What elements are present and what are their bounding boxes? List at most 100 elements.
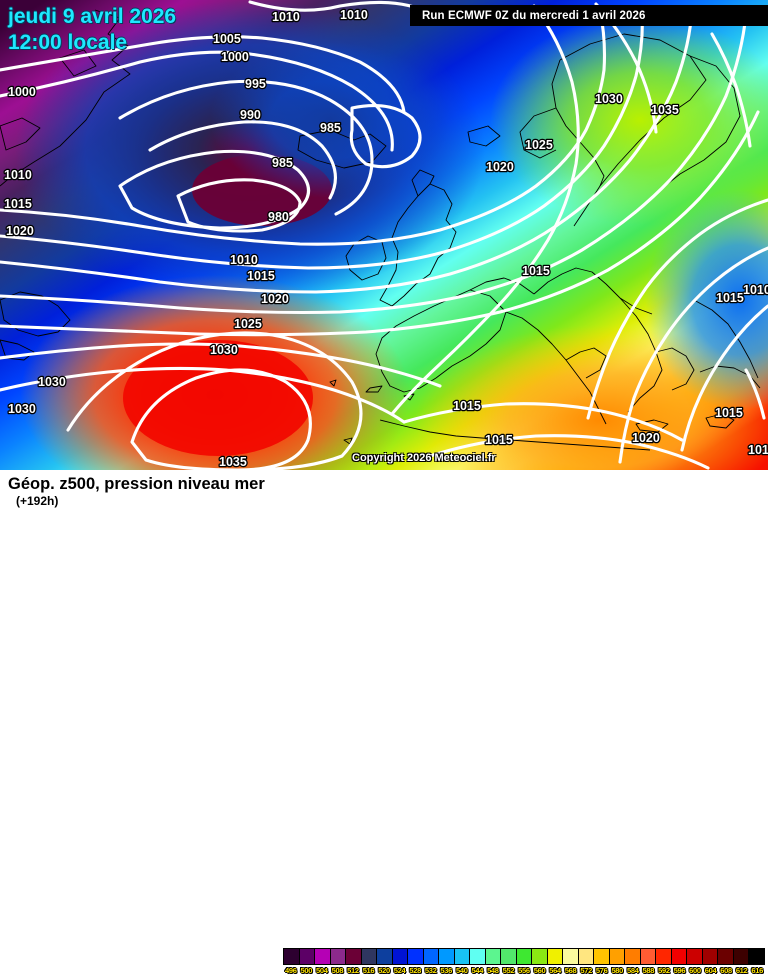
- colorbar-swatch: [284, 949, 300, 964]
- parameter-label: Géop. z500, pression niveau mer (+192h): [8, 474, 278, 509]
- isobar-label: 1020: [632, 431, 660, 445]
- isobar-label: 1015: [4, 197, 32, 211]
- colorbar-tick: 576: [595, 966, 608, 975]
- colorbar-swatch: [439, 949, 455, 964]
- colorbar-swatch: [625, 949, 641, 964]
- colorbar-tick: 544: [471, 966, 484, 975]
- coastline-layer: [0, 9, 761, 451]
- colorbar-tick: 504: [316, 966, 328, 975]
- isobar-label: 1010: [4, 168, 32, 182]
- colorbar-swatch: [485, 949, 502, 964]
- isobar-label: 1010: [748, 443, 768, 457]
- isobar-label: 1015: [715, 406, 743, 420]
- isobar-label: 1015: [716, 291, 744, 305]
- colorbar-swatch: [609, 949, 626, 964]
- colorbar-tick: 536: [440, 966, 453, 975]
- colorbar-swatch: [423, 949, 440, 964]
- weather-map[interactable]: 1010 1010 1005 1000 995 990 985 985 980 1000 1010 1…: [0, 0, 768, 470]
- colorbar-swatch: [392, 949, 409, 964]
- copyright-notice: Copyright 2026 Meteociel.fr: [352, 452, 496, 464]
- colorbar-tick: 532: [424, 966, 437, 975]
- colorbar-tick: 608: [720, 966, 732, 975]
- colorbar-tick: 580: [611, 966, 624, 975]
- colorbar-tick: 524: [393, 966, 406, 975]
- parameter-name: Géop. z500, pression niveau mer: [8, 475, 265, 493]
- isobar-label: 1015: [453, 399, 481, 413]
- isobar-label: 980: [268, 210, 289, 224]
- colorbar-swatch: [718, 949, 734, 964]
- isobar-label: 1010: [272, 10, 300, 24]
- colorbar-swatch: [640, 949, 657, 964]
- colorbar-tick-labels: 496 500 504 508 512 516 520 524 528 532 536 540 544 5…: [283, 966, 765, 975]
- colorbar-swatches: [283, 948, 765, 965]
- colorbar-tick: 572: [580, 966, 592, 975]
- isobar-label: 1030: [210, 343, 238, 357]
- isobar-label: 990: [240, 108, 261, 122]
- isobar-label: 1025: [525, 138, 553, 152]
- colorbar-swatch: [361, 949, 378, 964]
- colorbar-tick: 528: [409, 966, 421, 975]
- colorbar-swatch: [516, 949, 533, 964]
- isobar-label: 1010: [230, 253, 258, 267]
- colorbar-tick: 500: [300, 966, 313, 975]
- isobar-label: 1025: [234, 317, 262, 331]
- colorbar-tick: 552: [502, 966, 515, 975]
- colorbar-tick: 508: [331, 966, 344, 975]
- isobar-label: 1020: [261, 292, 289, 306]
- colorbar-tick: 516: [362, 966, 375, 975]
- colorbar-tick: 520: [378, 966, 390, 975]
- colorbar-swatch: [594, 949, 610, 964]
- lead-time: (+192h): [16, 494, 59, 508]
- colorbar-swatch: [330, 949, 347, 964]
- colorbar-tick: 556: [518, 966, 530, 975]
- isobar-label: 1010: [743, 283, 768, 297]
- colorbar-tick: 604: [704, 966, 717, 975]
- isobar-label: 1015: [485, 433, 513, 447]
- isobar-label: 995: [245, 77, 266, 91]
- colorbar-swatch: [470, 949, 486, 964]
- colorbar-swatch: [532, 949, 548, 964]
- colorbar-tick: 496: [284, 966, 297, 975]
- colorbar-tick: 592: [658, 966, 670, 975]
- colorbar-tick: 560: [533, 966, 546, 975]
- isobar-label: 1015: [247, 269, 275, 283]
- colorbar-swatch: [656, 949, 672, 964]
- colorbar-swatch: [315, 949, 331, 964]
- colorbar-swatch: [687, 949, 703, 964]
- colorbar-tick: 540: [455, 966, 468, 975]
- model-run-label: Run ECMWF 0Z du mercredi 1 avril 2026: [422, 9, 646, 22]
- map-canvas: 1010 101010051000995990985985980100010101…: [0, 0, 768, 470]
- colorbar-swatch: [563, 949, 579, 964]
- colorbar-swatch: [749, 949, 764, 964]
- isobar-label: 1005: [213, 32, 241, 46]
- colorbar-swatch: [299, 949, 316, 964]
- colorbar-tick: 612: [735, 966, 748, 975]
- colorbar-swatch: [346, 949, 362, 964]
- valid-time-title: jeudi 9 avril 2026 12:00 locale: [8, 4, 176, 56]
- colorbar-swatch: [733, 949, 750, 964]
- colorbar-tick: 596: [673, 966, 686, 975]
- colorbar-swatch: [671, 949, 688, 964]
- colorbar-tick: 548: [487, 966, 499, 975]
- isobar-label: 1000: [221, 50, 249, 64]
- colorbar-tick: 588: [642, 966, 655, 975]
- colorbar-tick: 600: [689, 966, 701, 975]
- valid-hour: 12:00 locale: [8, 31, 128, 54]
- colorbar-swatch: [702, 949, 719, 964]
- colorbar-swatch: [408, 949, 424, 964]
- map-footer: Géop. z500, pression niveau mer (+192h) …: [0, 470, 768, 975]
- isobar-label: 1015: [522, 264, 550, 278]
- colorbar-tick: 568: [564, 966, 577, 975]
- colorbar-swatch: [578, 949, 595, 964]
- isobar-label: 1010: [340, 8, 368, 22]
- isobar-label: 1020: [6, 224, 34, 238]
- model-run-bar: Run ECMWF 0Z du mercredi 1 avril 2026: [410, 5, 768, 26]
- colorbar-swatch: [547, 949, 564, 964]
- isobar-label: 1030: [8, 402, 36, 416]
- isobar-label: 1030: [38, 375, 66, 389]
- colorbar-swatch: [377, 949, 393, 964]
- colorbar-tick: 584: [626, 966, 639, 975]
- isobar-label-layer: 1010 101010051000995990985985980100010101…: [3, 7, 768, 470]
- isobar-layer: [0, 0, 768, 470]
- isobar-label: 985: [320, 121, 341, 135]
